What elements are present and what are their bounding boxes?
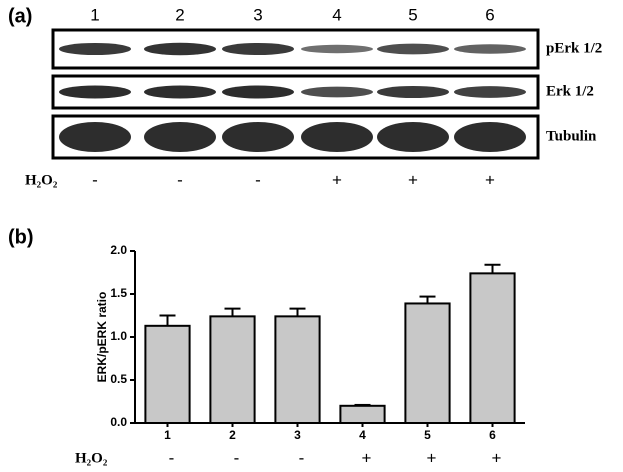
bar — [404, 302, 451, 424]
treatment-label: H₂O₂ — [75, 450, 108, 466]
treatment-sign: + — [408, 170, 418, 189]
lane-number: 1 — [90, 5, 99, 24]
treatment-sign: - — [299, 448, 305, 467]
blot-band — [144, 42, 216, 56]
y-axis-label: ERK/pERK ratio — [95, 292, 109, 383]
panel-label: (a) — [8, 5, 32, 27]
blot-label: Erk 1/2 — [546, 83, 594, 99]
x-tick-label: 3 — [294, 428, 301, 442]
blot-band — [59, 85, 131, 99]
blot-band — [301, 122, 373, 152]
y-tick-label: 1.0 — [110, 329, 127, 343]
blot-band — [144, 85, 216, 99]
lane-number: 5 — [408, 5, 417, 24]
blot-band — [301, 44, 373, 54]
x-tick-label: 1 — [164, 428, 171, 442]
y-tick-label: 0.5 — [110, 372, 127, 386]
blot-label: pErk 1/2 — [546, 40, 602, 56]
treatment-sign: + — [362, 448, 372, 467]
treatment-sign: - — [234, 448, 240, 467]
blot-band — [377, 122, 449, 152]
blot-band — [222, 85, 294, 99]
bar — [469, 272, 516, 424]
bar — [339, 404, 386, 424]
x-tick-label: 4 — [359, 428, 366, 442]
treatment-sign: - — [177, 170, 183, 189]
blot-band — [301, 86, 373, 98]
blot-band — [454, 122, 526, 152]
treatment-label: H₂O₂ — [25, 172, 58, 188]
treatment-sign: - — [169, 448, 175, 467]
y-tick-label: 2.0 — [110, 243, 127, 257]
lane-number: 4 — [332, 5, 341, 24]
blot-band — [222, 42, 294, 56]
y-tick-label: 0.0 — [110, 415, 127, 429]
blot-band — [59, 42, 131, 56]
blot-band — [59, 122, 131, 152]
bar — [144, 324, 191, 425]
treatment-sign: - — [92, 170, 98, 189]
bar — [274, 315, 321, 424]
lane-number: 2 — [175, 5, 184, 24]
lane-number: 3 — [253, 5, 262, 24]
blot-label: Tubulin — [546, 128, 597, 144]
x-tick-label: 5 — [424, 428, 431, 442]
blot-band — [377, 85, 449, 99]
y-tick-label: 1.5 — [110, 286, 127, 300]
lane-number: 6 — [485, 5, 494, 24]
x-tick-label: 6 — [489, 428, 496, 442]
treatment-sign: + — [332, 170, 342, 189]
blot-band — [377, 43, 449, 55]
blot-band — [222, 122, 294, 152]
blot-band — [454, 86, 526, 98]
treatment-sign: + — [485, 170, 495, 189]
blot-band — [144, 122, 216, 152]
panel-label: (b) — [8, 226, 34, 248]
x-tick-label: 2 — [229, 428, 236, 442]
treatment-sign: + — [492, 448, 502, 467]
treatment-sign: - — [255, 170, 261, 189]
blot-band — [454, 44, 526, 54]
bar — [209, 315, 256, 424]
treatment-sign: + — [427, 448, 437, 467]
